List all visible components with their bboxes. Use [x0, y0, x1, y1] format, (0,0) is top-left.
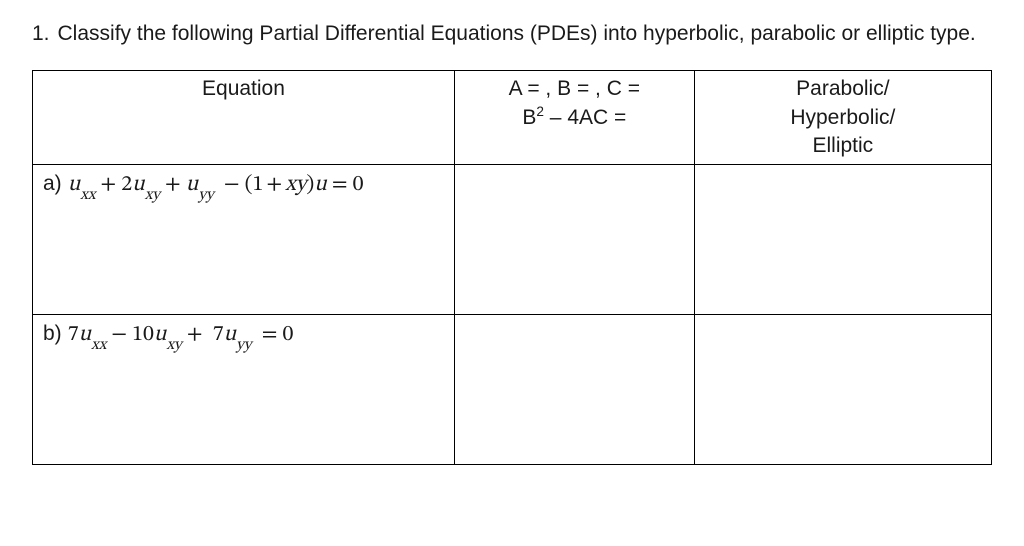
row-b-math: 7uxx−10uxy+ 7uyy =0 — [68, 321, 294, 351]
equation-b: b) 7uxx−10uxy+ 7uyy =0 — [43, 321, 444, 351]
disc-line1: A = , B = , C = — [509, 77, 640, 100]
table-header-row: Equation A = , B = , C = B2 – 4AC = Para… — [33, 71, 992, 165]
row-a-label: a) — [43, 172, 62, 196]
header-discriminant: A = , B = , C = B2 – 4AC = — [454, 71, 694, 165]
cell-classification-b — [694, 315, 991, 465]
pde-classification-table: Equation A = , B = , C = B2 – 4AC = Para… — [32, 70, 992, 465]
cell-discriminant-a — [454, 165, 694, 315]
cell-equation-a: a) uxx+2uxy+uyy −(1+xy)u=0 — [33, 165, 455, 315]
header-classification: Parabolic/ Hyperbolic/ Elliptic — [694, 71, 991, 165]
table-row: b) 7uxx−10uxy+ 7uyy =0 — [33, 315, 992, 465]
header-equation-label: Equation — [202, 77, 285, 100]
question-block: 1. Classify the following Partial Differ… — [32, 20, 992, 48]
question-number: 1. — [32, 20, 50, 48]
cell-classification-a — [694, 165, 991, 315]
disc-line2: B2 – 4AC = — [522, 106, 626, 129]
cell-equation-b: b) 7uxx−10uxy+ 7uyy =0 — [33, 315, 455, 465]
table-row: a) uxx+2uxy+uyy −(1+xy)u=0 — [33, 165, 992, 315]
row-a-math: uxx+2uxy+uyy −(1+xy)u=0 — [68, 171, 364, 201]
cell-discriminant-b — [454, 315, 694, 465]
header-equation: Equation — [33, 71, 455, 165]
class-line1: Parabolic/ — [796, 77, 889, 100]
class-line2: Hyperbolic/ — [790, 106, 895, 129]
class-line3: Elliptic — [813, 134, 874, 157]
equation-a: a) uxx+2uxy+uyy −(1+xy)u=0 — [43, 171, 444, 201]
row-b-label: b) — [43, 322, 62, 346]
question-text: Classify the following Partial Different… — [58, 20, 976, 48]
